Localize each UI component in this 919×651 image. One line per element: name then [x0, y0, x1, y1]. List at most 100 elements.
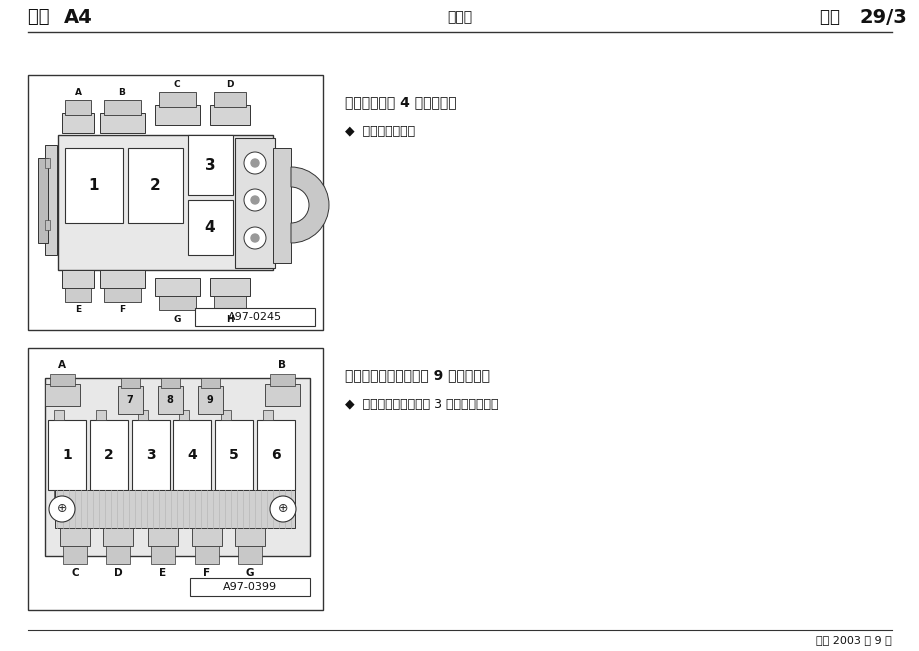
Bar: [103, 528, 133, 546]
Bar: [265, 384, 300, 406]
Bar: [54, 490, 64, 500]
Bar: [65, 148, 123, 223]
Text: 1: 1: [62, 448, 72, 462]
Text: F: F: [203, 568, 210, 578]
Text: 1: 1: [88, 178, 99, 193]
Bar: [54, 410, 64, 420]
Bar: [214, 92, 245, 107]
Circle shape: [49, 496, 75, 522]
Bar: [50, 374, 75, 386]
Bar: [106, 546, 130, 564]
Bar: [151, 546, 175, 564]
Circle shape: [244, 152, 266, 174]
Bar: [96, 410, 106, 420]
Text: ◆  驾驶员侧仪表板，在 3 芯继电器座后面: ◆ 驾驶员侧仪表板，在 3 芯继电器座后面: [345, 398, 498, 411]
Bar: [58, 135, 273, 270]
Text: B: B: [119, 88, 125, 97]
Text: 29/3: 29/3: [859, 8, 907, 27]
Bar: [221, 410, 231, 420]
Wedge shape: [290, 167, 329, 243]
Text: 带螺栓连接的 4 芯继电器座: 带螺栓连接的 4 芯继电器座: [345, 95, 456, 109]
Bar: [159, 92, 196, 107]
Text: A97-0245: A97-0245: [228, 312, 282, 322]
Text: 5: 5: [229, 448, 239, 462]
Text: 4: 4: [204, 219, 215, 234]
Bar: [210, 278, 250, 296]
Text: 奥迪: 奥迪: [28, 8, 55, 26]
Text: 6: 6: [271, 448, 280, 462]
Text: 7: 7: [127, 395, 133, 405]
Bar: [45, 384, 80, 406]
Bar: [256, 420, 295, 490]
Bar: [45, 220, 50, 230]
Bar: [161, 378, 180, 388]
Bar: [210, 105, 250, 125]
Circle shape: [244, 189, 266, 211]
Text: 带车载电网控制单元的 9 芯继电器座: 带车载电网控制单元的 9 芯继电器座: [345, 368, 490, 382]
Bar: [62, 270, 94, 288]
Text: ⊕: ⊕: [278, 503, 288, 516]
Bar: [148, 528, 177, 546]
Bar: [28, 75, 323, 330]
Text: 9: 9: [207, 395, 213, 405]
Text: G: G: [245, 568, 254, 578]
Bar: [154, 105, 199, 125]
Bar: [118, 386, 142, 414]
Bar: [221, 490, 231, 500]
Text: G: G: [173, 315, 180, 324]
Circle shape: [269, 496, 296, 522]
Bar: [38, 158, 48, 243]
Bar: [45, 145, 57, 255]
Bar: [273, 148, 290, 263]
Bar: [60, 528, 90, 546]
Text: 编号: 编号: [819, 8, 845, 26]
Bar: [90, 420, 128, 490]
Circle shape: [251, 159, 259, 167]
Bar: [131, 420, 170, 490]
Bar: [65, 288, 91, 302]
Text: 版本 2003 年 9 月: 版本 2003 年 9 月: [815, 635, 891, 645]
Bar: [234, 528, 265, 546]
Bar: [192, 528, 221, 546]
Bar: [215, 420, 253, 490]
Bar: [104, 288, 141, 302]
Bar: [238, 546, 262, 564]
Bar: [138, 410, 148, 420]
Bar: [48, 420, 85, 490]
Text: 2: 2: [104, 448, 114, 462]
Bar: [104, 100, 141, 115]
Bar: [154, 278, 199, 296]
Bar: [159, 296, 196, 310]
Bar: [263, 490, 273, 500]
Bar: [128, 148, 183, 223]
Text: 2: 2: [150, 178, 160, 193]
Bar: [45, 158, 50, 168]
Text: C: C: [71, 568, 79, 578]
Text: E: E: [159, 568, 166, 578]
Text: A4: A4: [64, 8, 93, 27]
Bar: [96, 490, 106, 500]
Bar: [234, 138, 275, 268]
Bar: [198, 386, 222, 414]
Text: A: A: [74, 88, 82, 97]
Bar: [62, 113, 94, 133]
Text: 3: 3: [146, 448, 155, 462]
Text: ◆  驾驶员侧仪表板: ◆ 驾驶员侧仪表板: [345, 125, 414, 138]
Bar: [195, 308, 314, 326]
Text: B: B: [278, 360, 286, 370]
Bar: [100, 113, 145, 133]
Text: E: E: [74, 305, 81, 314]
Text: 3: 3: [204, 158, 215, 173]
Bar: [187, 135, 233, 195]
Bar: [195, 546, 219, 564]
Bar: [62, 546, 87, 564]
Bar: [214, 296, 245, 310]
Text: 电路图: 电路图: [447, 10, 472, 24]
Text: D: D: [114, 568, 122, 578]
Bar: [187, 200, 233, 255]
Bar: [179, 490, 188, 500]
Text: C: C: [174, 80, 180, 89]
Circle shape: [244, 227, 266, 249]
Bar: [200, 378, 220, 388]
Bar: [65, 100, 91, 115]
